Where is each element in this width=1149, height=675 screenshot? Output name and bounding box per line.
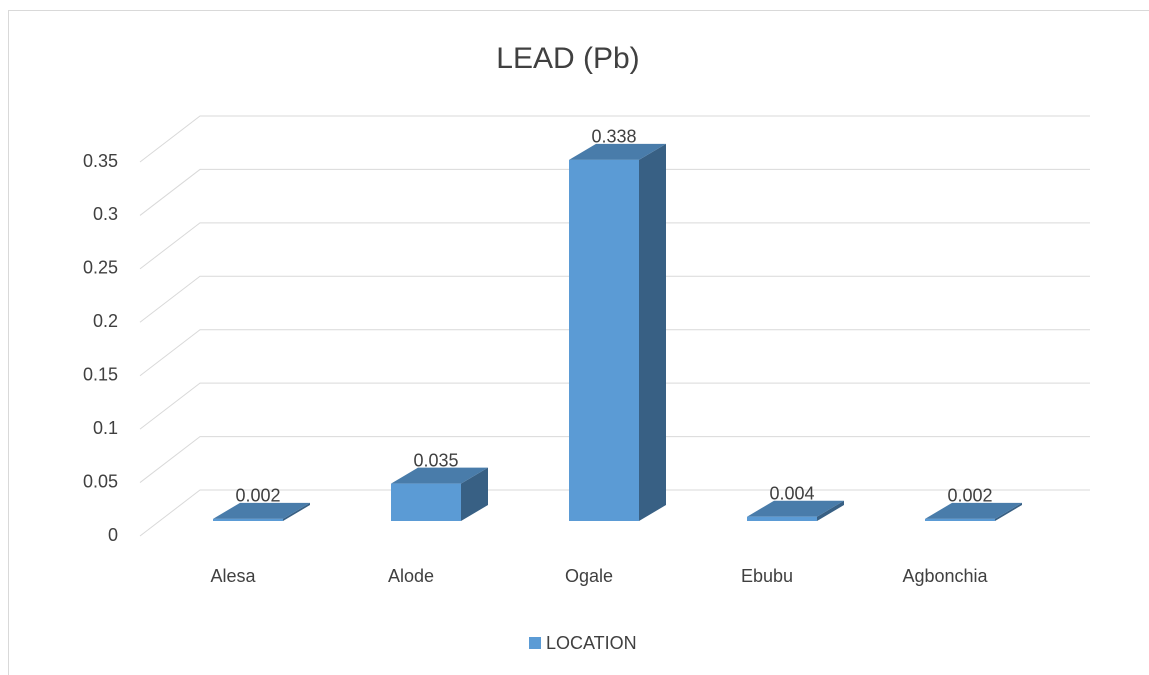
bar-top: [213, 502, 310, 519]
bar-top: [747, 500, 844, 517]
bar: [747, 516, 817, 521]
data-label: 0.002: [947, 486, 992, 506]
data-label: 0.338: [591, 127, 636, 147]
x-tick-label: Alesa: [210, 566, 256, 586]
y-tick-label: 0.05: [83, 471, 118, 491]
y-tick-label: 0.25: [83, 258, 118, 278]
grid-line: [139, 329, 1090, 377]
bar: [391, 483, 461, 521]
y-tick-label: 0: [108, 525, 118, 545]
x-tick-label: Ogale: [565, 566, 613, 586]
data-label: 0.035: [413, 450, 458, 470]
data-label: 0.002: [235, 486, 280, 506]
y-tick-label: 0.35: [83, 151, 118, 171]
bar-side: [639, 143, 666, 521]
grid-line: [139, 489, 1090, 537]
bar-side: [817, 500, 844, 521]
x-tick-label: Agbonchia: [902, 566, 988, 586]
grid-line: [139, 222, 1090, 270]
grid-line: [139, 275, 1090, 323]
data-label: 0.004: [769, 483, 814, 503]
bar-side: [461, 467, 488, 521]
bar-top: [391, 467, 488, 484]
bar-side: [995, 502, 1022, 521]
grid-line: [139, 115, 1090, 163]
bar-top: [925, 502, 1022, 519]
x-tick-label: Alode: [388, 566, 434, 586]
grid-line: [139, 436, 1090, 483]
bar: [925, 518, 995, 521]
y-tick-label: 0.1: [93, 418, 118, 438]
y-tick-label: 0.15: [83, 364, 118, 384]
grid-line: [139, 382, 1090, 430]
y-tick-label: 0.3: [93, 204, 118, 224]
bar-top: [569, 143, 666, 160]
chart-title: LEAD (Pb): [496, 42, 639, 75]
bar: [569, 159, 639, 521]
legend-swatch: [529, 637, 541, 649]
legend-label: LOCATION: [546, 633, 637, 653]
y-tick-label: 0.2: [93, 311, 118, 331]
bar: [213, 518, 283, 521]
bar-side: [283, 502, 310, 521]
x-tick-label: Ebubu: [741, 566, 793, 586]
grid-line: [139, 168, 1090, 216]
